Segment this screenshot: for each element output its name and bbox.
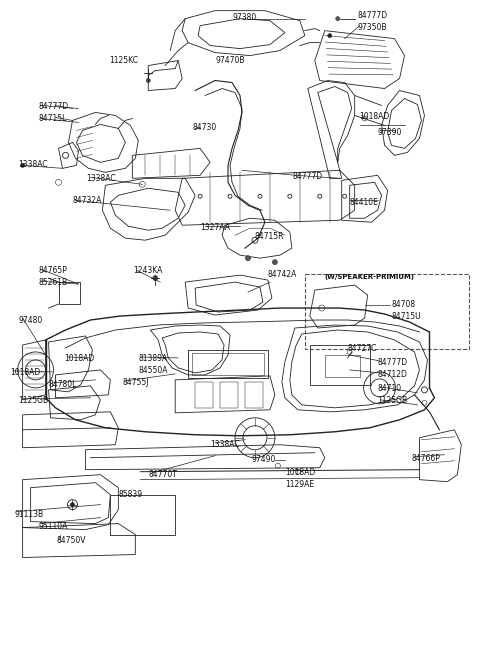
Circle shape	[328, 33, 332, 37]
Circle shape	[153, 276, 158, 280]
Text: 84708: 84708	[392, 300, 416, 309]
Bar	[59, 282, 81, 304]
Circle shape	[146, 79, 150, 83]
Text: 84710: 84710	[378, 384, 402, 393]
Text: 84777D: 84777D	[378, 358, 408, 367]
Text: 84742A: 84742A	[268, 270, 297, 279]
Text: 84780L: 84780L	[48, 380, 77, 389]
Text: 84712D: 84712D	[378, 370, 408, 379]
Text: 1243KA: 1243KA	[133, 266, 163, 275]
Bar	[188, 350, 268, 378]
Text: 1129AE: 1129AE	[285, 479, 314, 489]
Bar	[110, 495, 175, 534]
Text: 84755J: 84755J	[122, 378, 149, 387]
Circle shape	[336, 16, 340, 21]
Text: 84550A: 84550A	[138, 366, 168, 375]
Text: 84777D: 84777D	[293, 172, 323, 181]
Text: 95110A: 95110A	[38, 521, 68, 531]
Text: 84750V: 84750V	[57, 536, 86, 544]
Text: 1018AD: 1018AD	[64, 354, 95, 363]
Text: 84777D: 84777D	[358, 10, 388, 20]
Text: 97470B: 97470B	[215, 56, 245, 65]
Text: 1327AA: 1327AA	[200, 223, 230, 233]
Text: 84732A: 84732A	[72, 196, 102, 205]
Text: 1018AD: 1018AD	[11, 368, 41, 377]
Text: 97380: 97380	[233, 12, 257, 22]
Circle shape	[245, 255, 251, 261]
Text: 1338AC: 1338AC	[86, 174, 116, 183]
Text: 1018AD: 1018AD	[285, 468, 315, 477]
Text: 84715L: 84715L	[38, 115, 67, 123]
Text: 84730: 84730	[192, 123, 216, 132]
Text: 85261B: 85261B	[38, 278, 68, 287]
Text: 97350B: 97350B	[358, 23, 387, 31]
Text: 1125GB: 1125GB	[378, 396, 408, 405]
Text: 81389A: 81389A	[138, 354, 168, 363]
Circle shape	[273, 259, 277, 265]
Text: 91113B: 91113B	[15, 510, 44, 519]
Text: 84727C: 84727C	[348, 344, 377, 353]
Circle shape	[71, 502, 74, 506]
Text: 1125KC: 1125KC	[109, 56, 138, 65]
Text: 84766P: 84766P	[411, 454, 440, 462]
Text: 97390: 97390	[378, 128, 402, 138]
Circle shape	[21, 163, 24, 167]
Text: (W/SPEAKER-PRIMIUM): (W/SPEAKER-PRIMIUM)	[324, 274, 415, 280]
Text: 1018AD: 1018AD	[360, 113, 390, 121]
Bar	[325, 355, 360, 377]
Text: 1338AC: 1338AC	[19, 160, 48, 170]
Text: 85839: 85839	[119, 490, 143, 498]
Text: 84715R: 84715R	[255, 233, 285, 241]
Text: 84715U: 84715U	[392, 312, 421, 321]
Bar	[192, 353, 264, 375]
Text: 97480: 97480	[19, 316, 43, 325]
Bar	[310, 345, 370, 385]
Text: 84770T: 84770T	[148, 470, 177, 479]
Text: 1125GB: 1125GB	[19, 396, 49, 405]
Bar	[305, 274, 469, 349]
Text: 97490: 97490	[252, 455, 276, 464]
Text: 84777D: 84777D	[38, 102, 69, 111]
Text: 1338AC: 1338AC	[210, 440, 240, 449]
Text: 84410E: 84410E	[350, 198, 379, 207]
Text: 84765P: 84765P	[38, 266, 68, 275]
